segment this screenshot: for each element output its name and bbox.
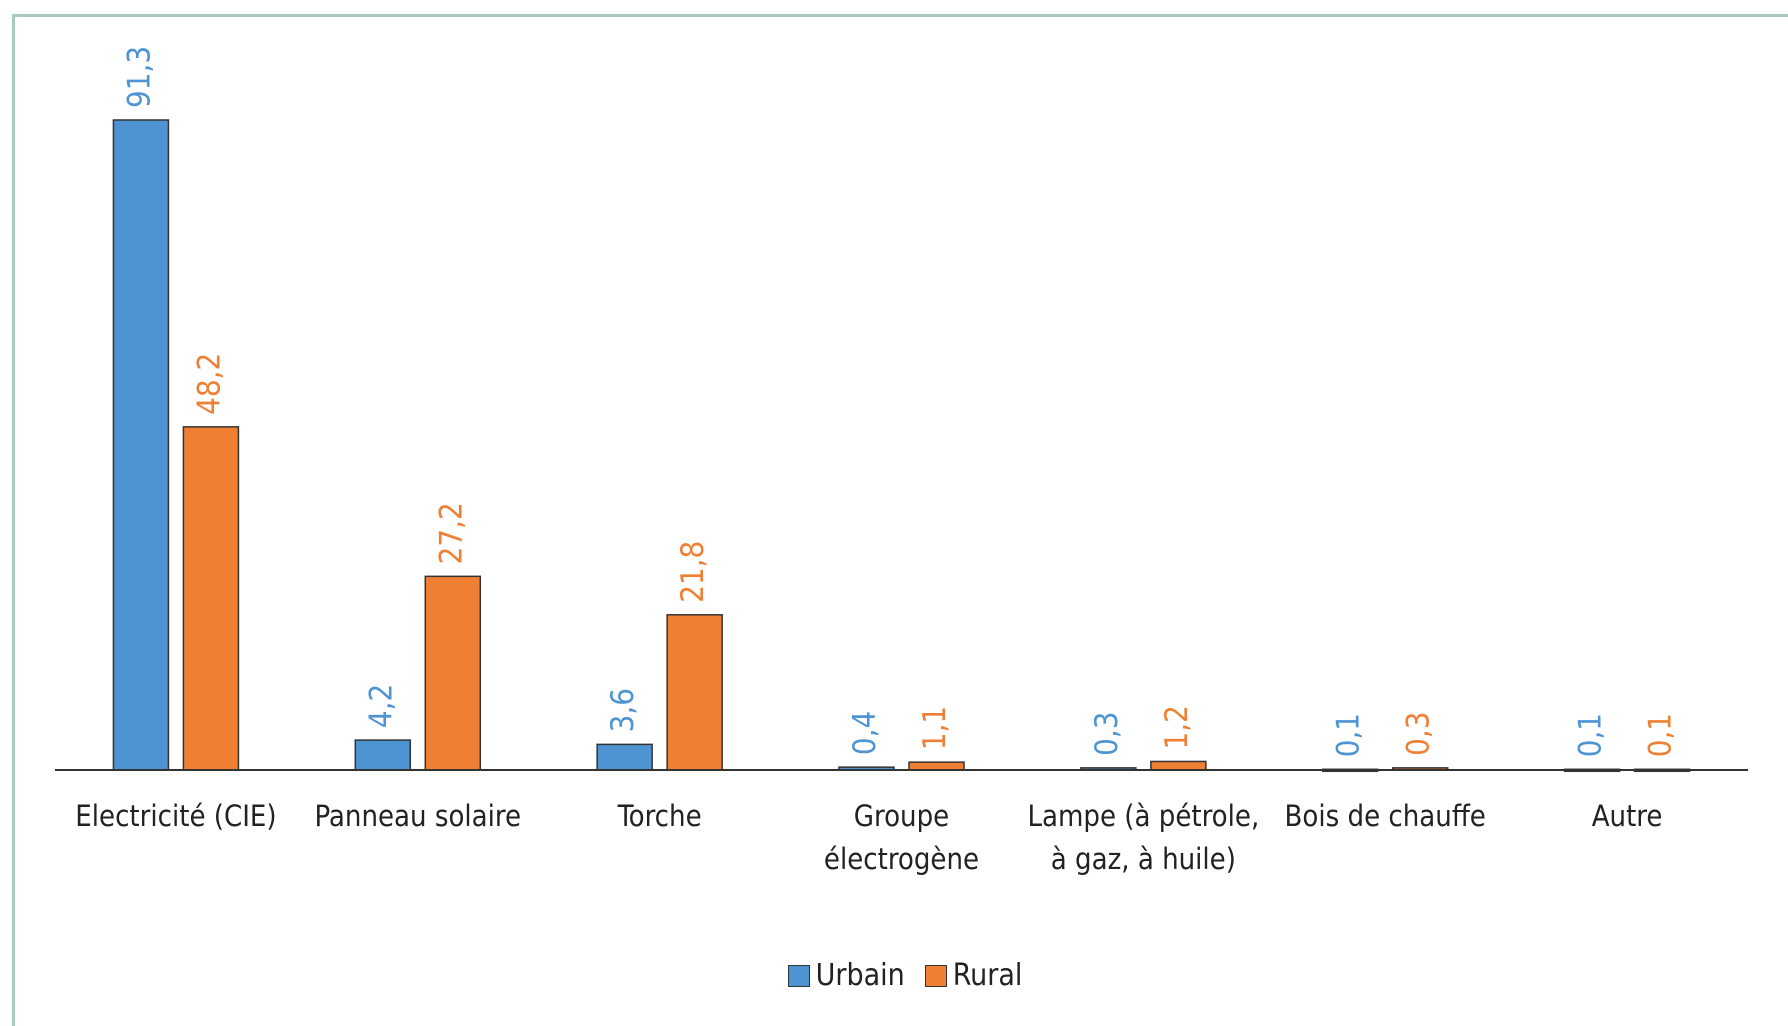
bar <box>182 426 240 771</box>
x-tick-label: Autre <box>1591 799 1663 833</box>
value-label: 21,8 <box>675 541 711 603</box>
bar <box>424 575 482 771</box>
value-label: 3,6 <box>605 688 641 732</box>
value-label: 0,1 <box>1331 713 1367 757</box>
value-label: 1,1 <box>917 706 953 750</box>
bar <box>908 761 965 771</box>
value-label: 1,2 <box>1159 705 1195 749</box>
value-label: 0,1 <box>1643 713 1679 757</box>
bar <box>354 739 412 771</box>
legend-item: Rural <box>924 958 1023 993</box>
legend-label: Rural <box>952 958 1023 993</box>
x-tick-label: Lampe (à pétrole, à gaz, à huile) <box>1027 799 1260 876</box>
x-tick-label: Electricité (CIE) <box>75 799 277 833</box>
bar <box>112 119 170 771</box>
value-label: 0,3 <box>1401 712 1437 756</box>
value-label: 48,2 <box>191 353 227 415</box>
legend: Urbain Rural <box>0 958 1788 995</box>
frame <box>12 14 1788 1026</box>
x-tick-label: Torche <box>617 799 702 833</box>
bar <box>596 743 653 771</box>
legend-swatch <box>787 964 810 987</box>
value-label: 0,1 <box>1573 713 1609 757</box>
legend-label: Urbain <box>815 958 905 993</box>
legend-item: Urbain <box>787 958 905 993</box>
value-label: 4,2 <box>363 684 399 728</box>
value-label: 0,3 <box>1089 712 1125 756</box>
value-label: 27,2 <box>433 502 469 564</box>
x-tick-label: Groupe électrogène <box>823 799 980 876</box>
x-tick-label: Panneau solaire <box>314 799 522 833</box>
bar <box>666 614 723 771</box>
bar <box>1150 760 1207 771</box>
value-label: 0,4 <box>847 711 883 755</box>
legend-swatch <box>924 964 947 987</box>
x-tick-label: Bois de chauffe <box>1284 799 1486 833</box>
value-label: 91,3 <box>121 46 157 108</box>
